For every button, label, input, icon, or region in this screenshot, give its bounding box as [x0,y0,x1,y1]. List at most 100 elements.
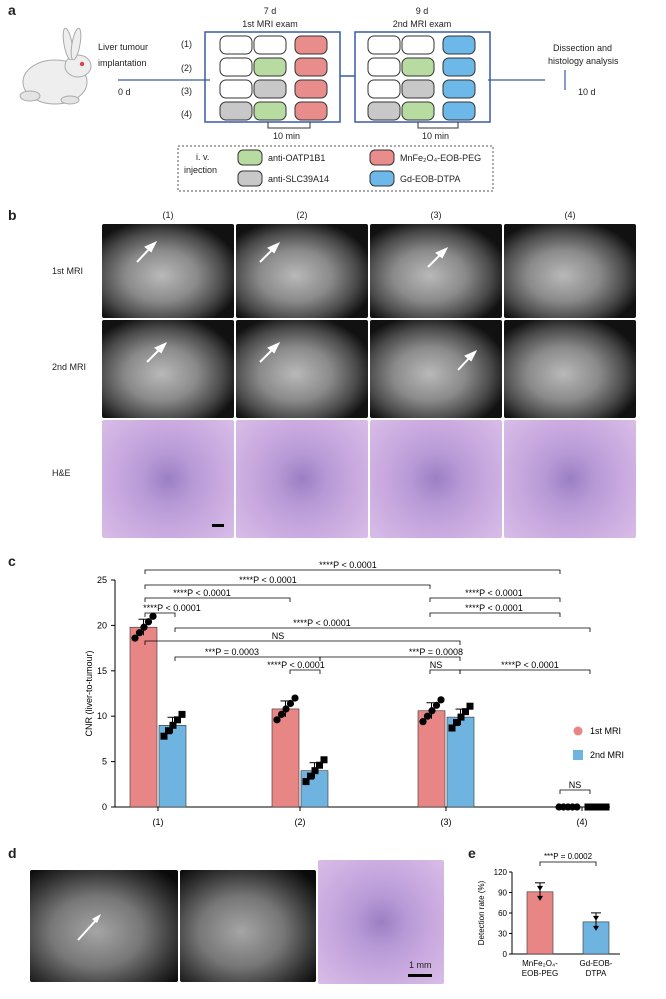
data-point [169,721,177,729]
significance-label: ****P < 0.0001 [319,560,377,570]
group-label-4: (4) [181,109,192,119]
legend-item-gd: Gd-EOB-DTPA [400,174,461,184]
significance-bracket [429,597,561,602]
y-tick-label: 10 [97,711,107,721]
exam2-title: 2nd MRI exam [392,19,452,29]
significance-bracket [559,789,591,794]
legend-title-2: injection [184,165,218,175]
bar-2nd-mri [446,716,475,808]
right-label-line2: histology analysis [548,56,619,66]
significance-bracket [319,656,461,661]
significance-label: ***P = 0.0002 [544,852,593,861]
significance-label: ****P < 0.0001 [293,618,351,628]
legend-label: 1st MRI [590,726,621,736]
data-point [131,634,139,642]
exam1-day: 7 d [263,6,277,16]
y-tick-label: 0 [102,802,107,812]
data-point [593,925,599,931]
data-point [448,724,456,732]
mri-1st-3 [370,224,502,318]
x-tick-label: (4) [577,817,588,827]
x-tick-label: (1) [153,817,164,827]
panel-d-mri-1 [30,870,178,982]
y-tick-label: 120 [494,868,508,877]
y-tick-label: 20 [97,620,107,630]
left-label-line2: implantation [98,58,147,68]
data-point [149,612,157,620]
significance-bracket [144,597,291,602]
panel-d-he [318,860,444,984]
significance-label: ****P < 0.0001 [465,588,523,598]
y-axis-label: Detection rate (%) [477,880,486,945]
mri-1st-4 [504,224,636,318]
significance-label: ****P < 0.0001 [465,603,523,613]
bar [526,891,554,955]
significance-label: NS [430,660,443,670]
he-1 [102,420,234,538]
col-header-1: (1) [162,210,174,220]
row-label-he: H&E [52,468,71,478]
data-point [602,803,610,811]
significance-bracket [429,669,461,674]
exam1-title: 1st MRI exam [242,19,298,29]
data-point [174,716,181,724]
significance-bracket [539,861,597,866]
data-point [316,761,323,769]
data-point [419,718,427,726]
panel-d-mri-2 [180,870,316,982]
significance-bracket [459,669,591,674]
data-point [291,694,299,702]
significance-label: NS [272,631,285,641]
legend-item-oatp: anti-OATP1B1 [268,153,326,163]
data-point [437,696,445,704]
significance-bracket [289,669,321,674]
data-point [277,710,286,718]
panel-label-e: e [468,845,476,861]
significance-label: ***P = 0.0003 [205,647,259,657]
panel-label-b: b [8,207,17,223]
data-point [462,708,469,716]
significance-label: ****P < 0.0001 [267,660,325,670]
significance-bracket [144,640,461,645]
y-tick-label: 0 [503,950,508,959]
row-label-1st-mri: 1st MRI [52,266,84,276]
significance-label: NS [569,780,582,790]
y-tick-label: 15 [97,666,107,676]
legend-label: 2nd MRI [590,750,624,760]
panel-label-d: d [8,845,17,861]
x-tick-label: (3) [441,817,452,827]
data-point [165,727,172,735]
significance-label: ****P < 0.0001 [239,575,297,585]
rabbit-illustration [19,27,92,105]
data-point [428,707,436,715]
y-tick-label: 25 [97,575,107,585]
data-point [593,915,599,921]
interval1-label: 10 min [273,131,301,141]
col-header-2: (2) [296,210,308,220]
legend-marker [573,750,583,760]
left-label-line1: Liver tumour [98,42,149,52]
col-header-3: (3) [430,210,442,220]
interval2-label: 10 min [422,131,450,141]
data-point [160,732,168,740]
data-point [320,756,328,764]
bar-1st-mri [417,710,446,808]
data-point [140,623,148,631]
detection-rate-chart: 0 30 60 90 120 Detection rate (%) MnFe₂O₄-EOB-… [477,852,620,978]
data-point [311,767,319,775]
schematic-diagram [19,27,566,192]
significance-label: ***P = 0.0008 [409,647,463,657]
day0-label: 0 d [118,87,131,97]
significance-bracket [144,612,176,617]
exam2-day: 9 d [415,6,429,16]
data-point [457,713,465,721]
y-tick-label: 5 [102,757,107,767]
legend-marker [573,726,583,736]
mri-2nd-4 [504,320,636,418]
significance-bracket [429,612,561,617]
data-point [589,803,596,811]
data-point [273,716,281,724]
he-2 [236,420,368,538]
data-point [282,705,290,713]
data-point [178,710,186,718]
